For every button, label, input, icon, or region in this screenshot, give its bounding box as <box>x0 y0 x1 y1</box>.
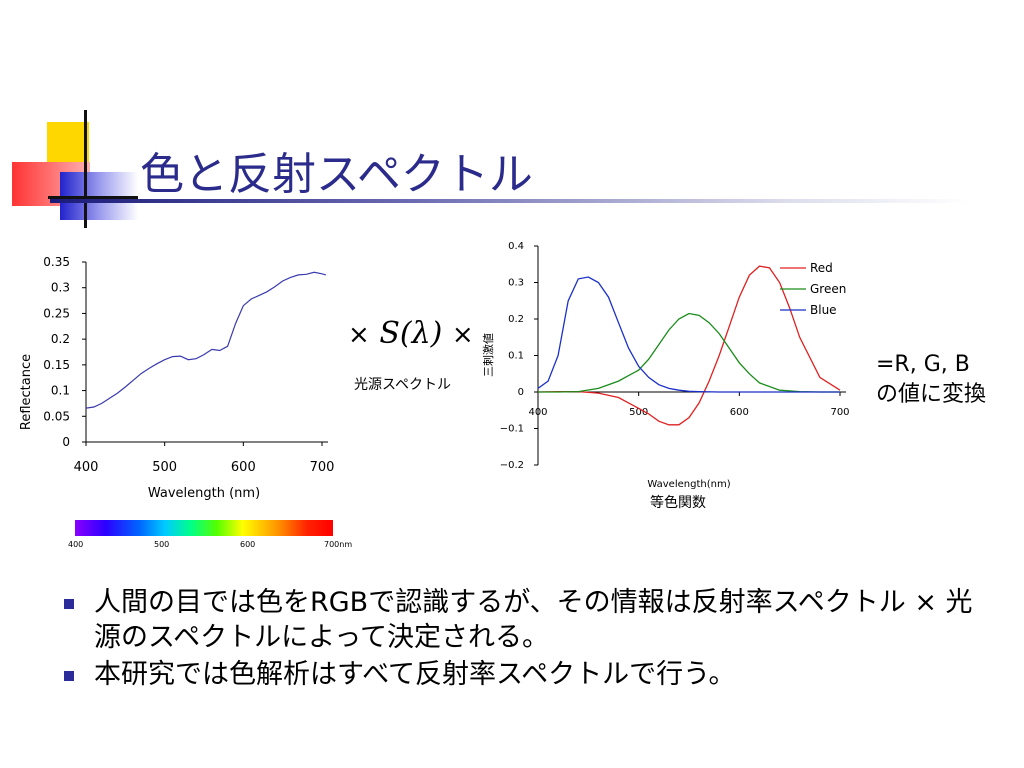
y-tick-label: −0.1 <box>500 424 524 435</box>
x-tick-label: 600 <box>231 460 256 475</box>
y-tick-label: 0.4 <box>508 241 524 252</box>
reflectance-chart: 0 0.05 0.1 0.15 0.2 0.25 0.3 0.35 400 500 600 700 Wa… <box>19 255 335 501</box>
series-line-red <box>537 265 841 426</box>
legend-label-green: Green <box>810 282 846 296</box>
result-line-1: =R, G, B <box>876 352 970 377</box>
title-ornament <box>12 110 142 230</box>
y-axis-label: 三刺激値 <box>481 333 495 377</box>
visible-spectrum-bar <box>75 520 333 536</box>
y-tick-label: −0.2 <box>500 460 524 471</box>
cmf-caption: 等色関数 <box>650 495 706 511</box>
ornament-horizontal-line <box>48 196 138 199</box>
y-tick-label: 0.3 <box>508 278 524 289</box>
bullet-item: 人間の目では色をRGBで認識するが、その情報は反射率スペクトル × 光源のスペク… <box>60 585 990 655</box>
spectrum-tick-600: 600 <box>240 540 256 549</box>
y-tick-label: 0.15 <box>43 358 70 372</box>
x-tick-label: 700 <box>310 460 335 475</box>
legend-label-blue: Blue <box>810 303 837 317</box>
bullet-item: 本研究では色解析はすべて反射率スペクトルで行う。 <box>60 657 990 692</box>
result-text: =R, G, B の値に変換 <box>876 350 986 410</box>
result-line-2: の値に変換 <box>876 382 987 407</box>
ornament-vertical-line <box>84 110 87 228</box>
illuminant-operator: × S(λ) × <box>348 316 474 351</box>
y-tick-label: 0.2 <box>51 332 70 346</box>
x-tick-label: 500 <box>152 460 177 475</box>
y-tick-label: 0.05 <box>43 409 70 423</box>
slide-title: 色と反射スペクトル <box>140 149 533 200</box>
y-axis-label: Reflectance <box>19 354 34 430</box>
bullet-square-icon <box>64 671 74 681</box>
illuminant-label: 光源スペクトル <box>354 377 452 393</box>
bullet-text-1: 人間の目では色をRGBで認識するが、その情報は反射率スペクトル × 光源のスペク… <box>94 587 973 653</box>
times-symbol-right: × <box>451 320 474 350</box>
y-tick-label: 0.35 <box>43 255 70 269</box>
y-tick-label: 0.3 <box>51 281 70 295</box>
y-tick-label: 0.1 <box>51 384 70 398</box>
series-line-blue <box>537 276 840 393</box>
x-tick-label: 600 <box>730 407 749 418</box>
spectrum-tick-700nm: 700nm <box>324 540 353 549</box>
illuminant-symbol: S(λ) <box>379 316 443 351</box>
legend-label-red: Red <box>810 261 833 275</box>
title-underline <box>50 199 970 203</box>
x-tick-label: 700 <box>830 407 849 418</box>
x-tick-label: 400 <box>528 407 547 418</box>
x-axis-label: Wavelength(nm) <box>647 479 730 490</box>
x-tick-label: 400 <box>74 460 99 475</box>
y-tick-label: 0.2 <box>508 314 524 325</box>
series-line-green <box>538 312 840 393</box>
reflectance-line <box>85 271 327 409</box>
y-tick-label: 0 <box>62 435 70 449</box>
bullet-list: 人間の目では色をRGBで認識するが、その情報は反射率スペクトル × 光源のスペク… <box>60 585 990 694</box>
y-tick-label: 0 <box>518 387 524 398</box>
bullet-square-icon <box>64 599 74 609</box>
x-axis-label: Wavelength (nm) <box>148 486 260 501</box>
spectrum-tick-400: 400 <box>68 540 84 549</box>
y-tick-label: 0.1 <box>508 351 524 362</box>
times-symbol-left: × <box>348 320 370 350</box>
x-tick-label: 500 <box>629 407 648 418</box>
y-tick-label: 0.25 <box>43 306 70 320</box>
color-matching-chart: −0.2 −0.1 0 0.1 0.2 0.3 0.4 400 500 600 700 Wavelen… <box>481 241 850 490</box>
ornament-yellow-square <box>47 122 89 164</box>
spectrum-tick-500: 500 <box>154 540 170 549</box>
bullet-text-2: 本研究では色解析はすべて反射率スペクトルで行う。 <box>94 659 736 690</box>
